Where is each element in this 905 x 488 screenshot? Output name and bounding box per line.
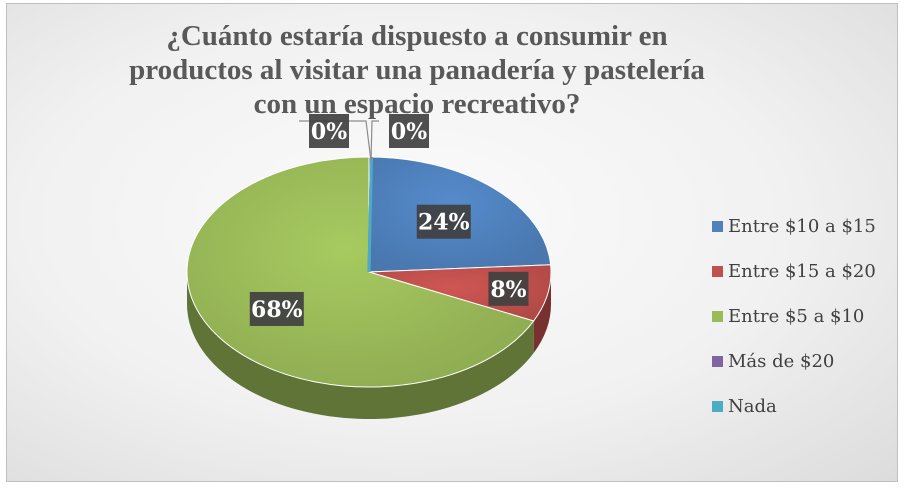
legend: Entre $10 a $15 Entre $15 a $20 Entre $5 a… [712, 214, 876, 439]
pie-side-entre-5-a-10 [187, 272, 534, 419]
legend-label: Más de $20 [728, 350, 835, 372]
legend-swatch [712, 355, 723, 367]
data-label-mas-de-20: 0% [309, 114, 349, 148]
legend-swatch [712, 310, 723, 322]
pie-side-entre-15-a-20 [533, 272, 551, 353]
svg-text:0%: 0% [311, 119, 347, 145]
legend-item-entre-10-a-15: Entre $10 a $15 [712, 214, 876, 238]
data-label-nada: 0% [389, 114, 429, 148]
legend-item-entre-15-a-20: Entre $15 a $20 [712, 259, 876, 283]
legend-swatch [712, 400, 723, 412]
pie-slice-entre-5-a-10 [186, 156, 535, 388]
data-label-entre-15-a-20: 8% [488, 271, 529, 306]
legend-swatch [712, 265, 723, 277]
legend-swatch [712, 220, 723, 232]
legend-item-entre-5-a-10: Entre $5 a $10 [712, 304, 876, 328]
svg-text:0%: 0% [391, 119, 427, 145]
legend-label: Entre $10 a $15 [728, 215, 876, 237]
legend-item-nada: Nada [712, 394, 876, 418]
chart-title: ¿Cuánto estaría dispuesto a consumir en … [129, 20, 705, 120]
svg-text:8%: 8% [490, 277, 526, 303]
legend-label: Entre $5 a $10 [728, 305, 865, 327]
pie-slice-nada [367, 156, 373, 273]
svg-text:24%: 24% [418, 210, 470, 236]
chart-area: ¿Cuánto estaría dispuesto a consumir en … [6, 3, 898, 482]
leader-line [370, 120, 379, 162]
pie-chart: 24% 8% 68% 0% 0% [186, 114, 552, 419]
data-label-entre-5-a-10: 68% [249, 291, 304, 326]
legend-label: Entre $15 a $20 [728, 260, 876, 282]
data-label-entre-10-a-15: 24% [416, 204, 471, 239]
legend-label: Nada [728, 395, 777, 417]
svg-text:68%: 68% [251, 297, 303, 323]
legend-item-mas-de-20: Más de $20 [712, 349, 876, 373]
